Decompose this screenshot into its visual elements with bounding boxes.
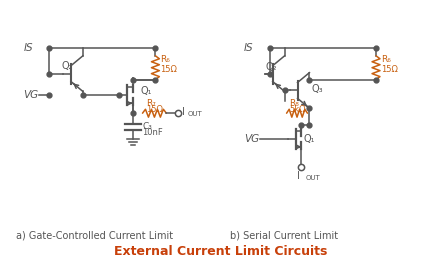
Text: OUT: OUT (305, 175, 320, 180)
Text: Q₂: Q₂ (61, 61, 72, 71)
Text: b) Serial Current Limit: b) Serial Current Limit (230, 231, 338, 241)
Text: Q₂: Q₂ (266, 62, 277, 72)
Text: C₃: C₃ (142, 122, 152, 131)
Text: OUT: OUT (187, 111, 202, 117)
Text: 10nF: 10nF (142, 129, 163, 138)
Text: R₈: R₈ (289, 99, 299, 108)
Text: IS: IS (23, 43, 33, 53)
Text: 15Ω: 15Ω (146, 105, 164, 114)
Text: R₆: R₆ (160, 55, 170, 64)
Text: 5kΩ: 5kΩ (289, 105, 305, 114)
Text: 15Ω: 15Ω (381, 65, 398, 74)
Text: a) Gate-Controlled Current Limit: a) Gate-Controlled Current Limit (16, 231, 173, 241)
Text: VG: VG (244, 134, 259, 144)
Text: External Current Limit Circuits: External Current Limit Circuits (114, 245, 328, 258)
Text: R₆: R₆ (381, 55, 391, 64)
Text: 15Ω: 15Ω (160, 65, 177, 74)
Text: Q₁: Q₁ (304, 134, 315, 144)
Text: I: I (297, 171, 300, 180)
Text: IS: IS (244, 43, 253, 53)
Text: VG: VG (23, 90, 38, 100)
Text: Q₃: Q₃ (312, 85, 323, 94)
Text: Q₁: Q₁ (141, 86, 152, 96)
Text: I: I (182, 107, 185, 117)
Text: R₇: R₇ (146, 99, 156, 108)
